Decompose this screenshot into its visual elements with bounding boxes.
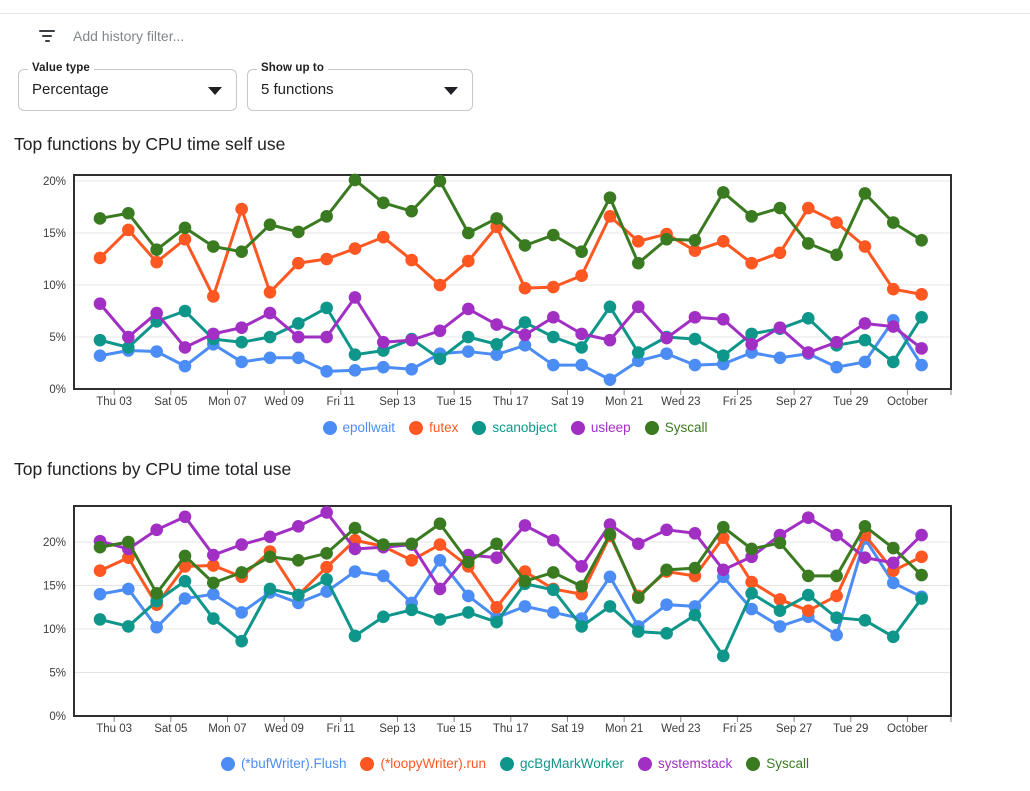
svg-text:Wed 23: Wed 23 (661, 396, 700, 408)
legend-item--loopywriter-run: (*loopyWriter).run (360, 756, 486, 771)
svg-text:Sat 19: Sat 19 (551, 723, 584, 735)
svg-text:Sat 19: Sat 19 (551, 396, 584, 408)
svg-text:15%: 15% (43, 228, 66, 240)
legend-item-scanobject: scanobject (472, 420, 557, 435)
legend-dot-icon (644, 420, 659, 435)
svg-text:0%: 0% (49, 384, 66, 396)
legend-label: gcBgMarkWorker (520, 756, 625, 771)
svg-text:Mon 21: Mon 21 (605, 396, 643, 408)
filter-list-icon (38, 30, 56, 42)
chart-cpu-self-use[interactable]: Thu 03 Sat 05 Mon 07 Wed 09 Fri 11 Sep 13 Tue … (0, 168, 1030, 418)
svg-text:Wed 09: Wed 09 (264, 396, 303, 408)
svg-text:Mon 07: Mon 07 (208, 723, 246, 735)
svg-text:0%: 0% (49, 711, 66, 723)
svg-text:Mon 07: Mon 07 (208, 396, 246, 408)
svg-text:Tue 15: Tue 15 (436, 396, 471, 408)
legend-dot-icon (500, 756, 514, 771)
svg-text:20%: 20% (43, 537, 66, 549)
show-up-to-label: Show up to (257, 62, 328, 74)
dropdown-arrow-icon (208, 87, 222, 95)
legend-dot-icon (638, 756, 653, 771)
svg-text:Sep 13: Sep 13 (379, 723, 415, 735)
legend-item-futex: futex (409, 420, 458, 435)
legend-label: (*loopyWriter).run (380, 756, 486, 771)
legend-item-gcbgmarkworker: gcBgMarkWorker (500, 756, 624, 771)
chart-total-use-title: Top functions by CPU time total use (14, 459, 292, 479)
svg-text:Sat 05: Sat 05 (154, 396, 187, 408)
legend-label: systemstack (658, 756, 733, 771)
chart-self-use-legend: epollwait futex scanobject usleep Syscall (0, 420, 1030, 435)
svg-text:5%: 5% (49, 668, 66, 680)
legend-item--bufwriter-flush: (*bufWriter).Flush (220, 756, 347, 771)
legend-dot-icon (322, 420, 337, 435)
legend-label: Syscall (766, 756, 810, 771)
chart-cpu-total-use[interactable]: Thu 03 Sat 05 Mon 07 Wed 09 Fri 11 Sep 13 Tue … (0, 498, 1030, 753)
chart-total-use-legend: (*bufWriter).Flush (*loopyWriter).run gcBg… (0, 756, 1030, 771)
legend-label: futex (429, 420, 459, 435)
svg-text:Fri 25: Fri 25 (723, 396, 752, 408)
svg-text:Sep 13: Sep 13 (379, 396, 415, 408)
svg-text:20%: 20% (43, 176, 66, 188)
history-filter-input[interactable]: Add history filter... (73, 28, 185, 44)
svg-text:Wed 09: Wed 09 (264, 723, 303, 735)
legend-item-systemstack: systemstack (638, 756, 732, 771)
legend-label: (*bufWriter).Flush (240, 756, 347, 771)
svg-text:October: October (887, 396, 928, 408)
history-filter-bar[interactable]: Add history filter... (38, 24, 638, 48)
svg-text:Fri 11: Fri 11 (327, 396, 356, 408)
legend-dot-icon (360, 756, 375, 771)
svg-text:15%: 15% (43, 581, 66, 593)
value-type-select[interactable]: Value type Percentage (18, 62, 237, 111)
svg-text:Thu 03: Thu 03 (96, 723, 132, 735)
svg-text:Wed 23: Wed 23 (661, 723, 700, 735)
chart-self-use-title: Top functions by CPU time self use (14, 134, 286, 154)
svg-text:Thu 17: Thu 17 (493, 396, 529, 408)
svg-text:Thu 03: Thu 03 (96, 396, 132, 408)
svg-text:Tue 29: Tue 29 (833, 396, 868, 408)
legend-label: epollwait (342, 420, 396, 435)
svg-text:Tue 15: Tue 15 (436, 723, 471, 735)
legend-dot-icon (570, 420, 585, 435)
legend-item-epollwait: epollwait (322, 420, 396, 435)
svg-text:Mon 21: Mon 21 (605, 723, 643, 735)
legend-dot-icon (746, 756, 761, 771)
svg-text:Sep 27: Sep 27 (776, 723, 812, 735)
svg-text:Fri 25: Fri 25 (723, 723, 752, 735)
top-divider (0, 13, 1030, 14)
svg-text:5%: 5% (49, 332, 66, 344)
svg-text:Sep 27: Sep 27 (776, 396, 812, 408)
svg-text:10%: 10% (43, 624, 66, 636)
legend-label: Syscall (664, 420, 708, 435)
show-up-to-select[interactable]: Show up to 5 functions (247, 62, 473, 111)
show-up-to-value: 5 functions (261, 81, 334, 98)
legend-dot-icon (472, 420, 487, 435)
legend-label: usleep (590, 420, 631, 435)
legend-dot-icon (220, 756, 235, 771)
legend-dot-icon (409, 420, 424, 435)
svg-text:Fri 11: Fri 11 (327, 723, 356, 735)
svg-text:Thu 17: Thu 17 (493, 723, 529, 735)
svg-text:Tue 29: Tue 29 (833, 723, 868, 735)
legend-label: scanobject (492, 420, 557, 435)
dropdown-arrow-icon (444, 87, 458, 95)
svg-text:October: October (887, 723, 928, 735)
svg-text:10%: 10% (43, 280, 66, 292)
legend-item-syscall: Syscall (746, 756, 809, 771)
legend-item-syscall: Syscall (644, 420, 708, 435)
legend-item-usleep: usleep (570, 420, 631, 435)
svg-text:Sat 05: Sat 05 (154, 723, 187, 735)
value-type-value: Percentage (32, 81, 109, 98)
value-type-label: Value type (28, 62, 94, 74)
